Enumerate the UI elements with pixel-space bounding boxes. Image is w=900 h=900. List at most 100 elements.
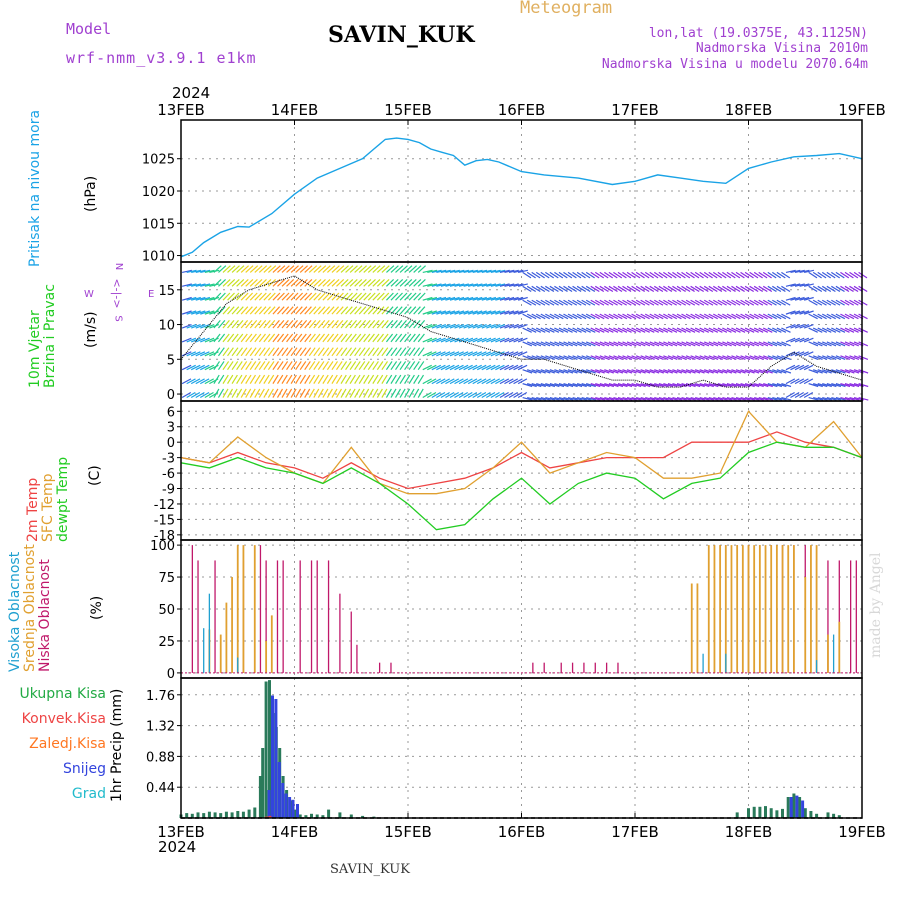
wind-barb	[585, 271, 595, 279]
wind-barb	[640, 299, 650, 306]
wind-barb	[812, 313, 823, 320]
wind-barb	[204, 296, 215, 301]
wind-barb	[200, 269, 211, 274]
wind-barb	[849, 383, 860, 388]
wind-barb	[436, 364, 446, 371]
wind-barb	[858, 396, 869, 401]
wind-barb	[744, 299, 755, 306]
wind-barb	[563, 271, 573, 279]
wind-barb	[204, 378, 214, 385]
wind-barb	[499, 269, 510, 274]
wind-barb	[458, 351, 469, 357]
wind-barb	[717, 396, 728, 401]
wind-barb	[554, 285, 564, 293]
wind-barb	[209, 324, 220, 329]
wind-barb	[449, 351, 460, 357]
wind-barb	[308, 361, 316, 371]
wind-barb	[622, 369, 633, 374]
wind-barb	[794, 391, 805, 399]
wind-barb	[422, 296, 433, 301]
wind-barb	[254, 361, 261, 371]
wind-barb	[821, 285, 832, 293]
y-tick-label: -12	[154, 498, 175, 513]
wind-barb	[576, 299, 587, 306]
wind-barb	[567, 285, 577, 293]
year-bottom: 2024	[158, 838, 197, 856]
wind-barb	[581, 383, 592, 388]
wind-barb	[363, 333, 371, 343]
wind-barb	[304, 278, 313, 287]
wind-barb	[263, 265, 272, 273]
wind-barb	[531, 327, 542, 333]
wind-barb	[181, 283, 192, 287]
wind-barb	[835, 327, 846, 333]
wind-barb	[762, 271, 772, 279]
wind-barb	[254, 347, 262, 357]
wind-barb	[186, 269, 197, 274]
wind-barb	[445, 337, 455, 343]
wind-barb	[376, 374, 384, 384]
wind-barb	[694, 369, 705, 374]
wind-barb	[186, 324, 197, 329]
wind-barb	[681, 313, 691, 320]
wind-barb	[826, 327, 837, 333]
wind-barb	[249, 306, 258, 315]
wind-barb	[858, 355, 869, 360]
wind-barb	[617, 271, 627, 279]
wind-barb	[317, 320, 326, 329]
wind-barb	[308, 265, 318, 273]
wind-barb	[731, 341, 741, 347]
wind-barb	[322, 320, 330, 329]
wind-barb	[753, 341, 764, 347]
wind-barb	[286, 347, 293, 357]
wind-barb	[699, 355, 710, 360]
wind-barb	[499, 324, 510, 329]
wind-barb	[308, 374, 316, 384]
wind-barb	[527, 383, 537, 388]
wind-barb	[431, 364, 442, 371]
wind-barb	[563, 369, 574, 374]
wind-barb	[685, 341, 696, 347]
wind-barb	[486, 378, 496, 385]
wind-barb	[858, 369, 869, 374]
wind-barb	[740, 313, 750, 320]
altitude-label: Nadmorska Visina 2010m	[695, 41, 868, 56]
wind-barb	[367, 347, 375, 357]
wind-barb	[808, 327, 818, 333]
wind-barb	[358, 361, 366, 371]
wind-barb	[340, 347, 348, 357]
wind-barb	[317, 265, 327, 273]
wind-barb	[817, 355, 828, 360]
wind-barb	[486, 364, 496, 371]
wind-barb	[604, 313, 614, 320]
wind-barb	[581, 313, 591, 320]
wind-barb	[304, 374, 311, 384]
precip-bar	[310, 813, 313, 818]
wind-barb	[331, 361, 338, 371]
wind-barb	[486, 269, 497, 274]
wind-barb	[195, 269, 206, 274]
wind-barb	[477, 296, 487, 301]
precip-bar	[230, 812, 234, 818]
wind-barb	[336, 306, 344, 315]
wind-barb	[449, 337, 460, 343]
wind-barb	[227, 265, 236, 273]
wind-barb	[572, 396, 583, 401]
wind-barb	[808, 383, 819, 388]
wind-barb	[263, 361, 270, 371]
wind-barb	[422, 351, 433, 357]
wind-barb	[822, 355, 832, 360]
wind-barb	[613, 396, 624, 401]
wind-barb	[626, 313, 637, 320]
precip-bar	[185, 813, 189, 818]
wind-barb	[281, 320, 289, 329]
wind-barb	[354, 388, 361, 398]
wind-barb	[731, 327, 741, 333]
precip-bar	[338, 812, 342, 818]
wind-barb	[190, 337, 201, 343]
wind-barb	[708, 327, 719, 333]
y-tick-label: -3	[162, 452, 175, 467]
wind-barb	[454, 269, 465, 274]
wind-barb	[685, 285, 695, 293]
wind-barb	[413, 333, 421, 343]
